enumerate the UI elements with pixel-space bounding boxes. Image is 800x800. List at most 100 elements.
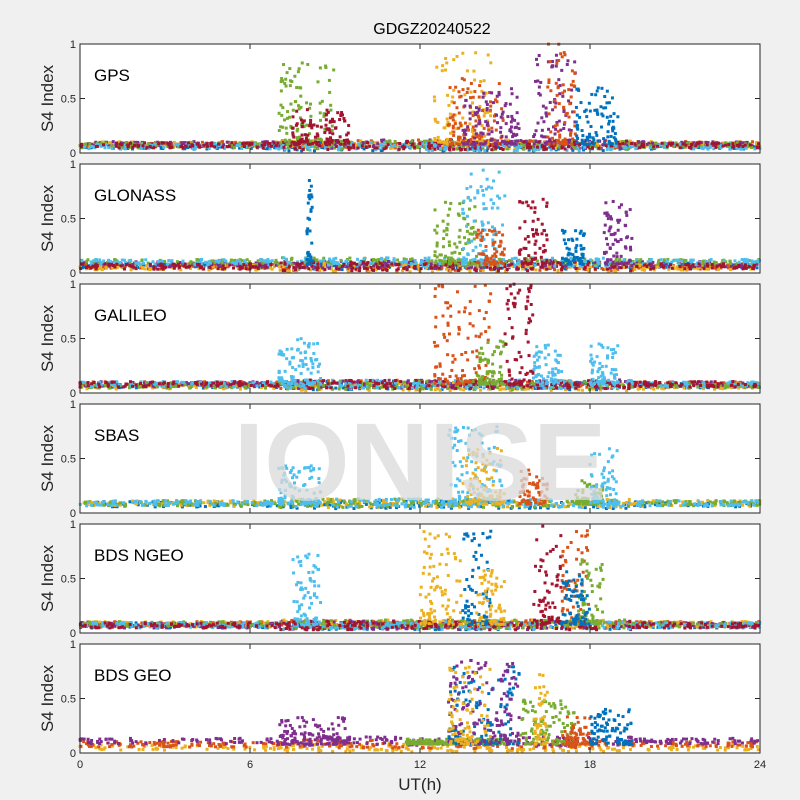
data-point xyxy=(132,265,136,269)
data-point xyxy=(456,258,460,262)
data-point xyxy=(433,136,437,140)
data-point xyxy=(490,186,494,190)
data-point xyxy=(706,141,710,145)
data-point xyxy=(239,261,243,265)
data-point xyxy=(542,229,546,233)
data-point xyxy=(463,147,467,151)
data-point xyxy=(540,134,544,138)
data-point xyxy=(167,259,171,263)
data-point xyxy=(378,261,382,265)
data-point xyxy=(466,252,470,256)
data-point xyxy=(548,262,552,266)
data-point xyxy=(81,262,85,266)
data-point xyxy=(314,140,318,144)
data-point xyxy=(473,268,477,272)
data-point xyxy=(571,148,575,152)
data-point xyxy=(174,142,178,146)
data-point xyxy=(494,255,498,259)
data-point xyxy=(702,266,706,270)
data-point xyxy=(358,260,362,264)
data-point xyxy=(463,121,467,125)
data-point xyxy=(709,258,713,262)
data-point xyxy=(575,255,579,259)
data-point xyxy=(242,263,246,267)
data-point xyxy=(261,146,265,150)
data-point xyxy=(435,65,439,69)
data-point xyxy=(287,149,291,153)
data-point xyxy=(382,147,386,151)
data-point xyxy=(339,147,343,151)
data-point xyxy=(521,265,525,269)
data-point xyxy=(479,185,483,189)
data-point xyxy=(122,267,126,271)
data-point xyxy=(436,135,440,139)
data-point xyxy=(288,138,292,142)
data-point xyxy=(683,267,687,271)
data-point xyxy=(247,145,251,149)
data-point xyxy=(444,254,448,258)
data-point xyxy=(136,144,140,148)
data-point xyxy=(263,141,267,145)
data-point xyxy=(489,198,493,202)
data-point xyxy=(654,141,658,145)
data-point xyxy=(288,67,292,71)
data-point xyxy=(488,108,492,112)
data-point xyxy=(596,260,600,264)
data-point xyxy=(270,267,274,271)
data-point xyxy=(339,139,343,143)
data-point xyxy=(507,259,511,263)
data-point xyxy=(544,147,548,151)
data-point xyxy=(548,60,552,64)
data-point xyxy=(452,101,456,105)
data-point xyxy=(380,256,384,260)
data-point xyxy=(104,266,108,270)
data-point xyxy=(435,255,439,259)
data-point xyxy=(675,143,679,147)
data-point xyxy=(556,86,560,90)
data-point xyxy=(594,131,598,135)
data-point xyxy=(737,260,741,264)
data-point xyxy=(230,141,234,145)
data-point xyxy=(141,144,145,148)
data-point xyxy=(557,78,561,82)
data-point xyxy=(481,189,485,193)
data-point xyxy=(533,206,537,210)
data-point xyxy=(292,266,296,270)
data-point xyxy=(747,145,751,149)
data-point xyxy=(160,141,164,145)
data-point xyxy=(305,232,309,236)
data-point xyxy=(609,225,613,229)
data-point xyxy=(476,232,480,236)
data-point xyxy=(352,143,356,147)
data-point xyxy=(469,81,473,85)
data-point xyxy=(345,138,349,142)
data-point xyxy=(529,261,533,265)
data-point xyxy=(476,260,480,264)
data-point xyxy=(330,138,334,142)
data-point xyxy=(455,147,459,151)
data-point xyxy=(755,266,759,270)
data-point xyxy=(514,125,518,129)
data-point xyxy=(446,123,450,127)
data-point xyxy=(574,246,578,250)
data-point xyxy=(198,145,202,149)
data-point xyxy=(217,142,221,146)
data-point xyxy=(499,115,503,119)
data-point xyxy=(107,262,111,266)
data-point xyxy=(117,140,121,144)
data-point xyxy=(339,142,343,146)
data-point xyxy=(542,250,546,254)
data-point xyxy=(605,115,609,119)
data-point xyxy=(121,146,125,150)
data-point xyxy=(289,258,293,262)
data-point xyxy=(259,145,263,149)
data-point xyxy=(605,101,609,105)
data-point xyxy=(318,111,322,115)
data-point xyxy=(603,95,607,99)
data-point xyxy=(473,230,477,234)
data-point xyxy=(621,140,625,144)
data-point xyxy=(508,128,512,132)
data-point xyxy=(479,266,483,270)
data-point xyxy=(381,268,385,272)
data-point xyxy=(577,144,581,148)
